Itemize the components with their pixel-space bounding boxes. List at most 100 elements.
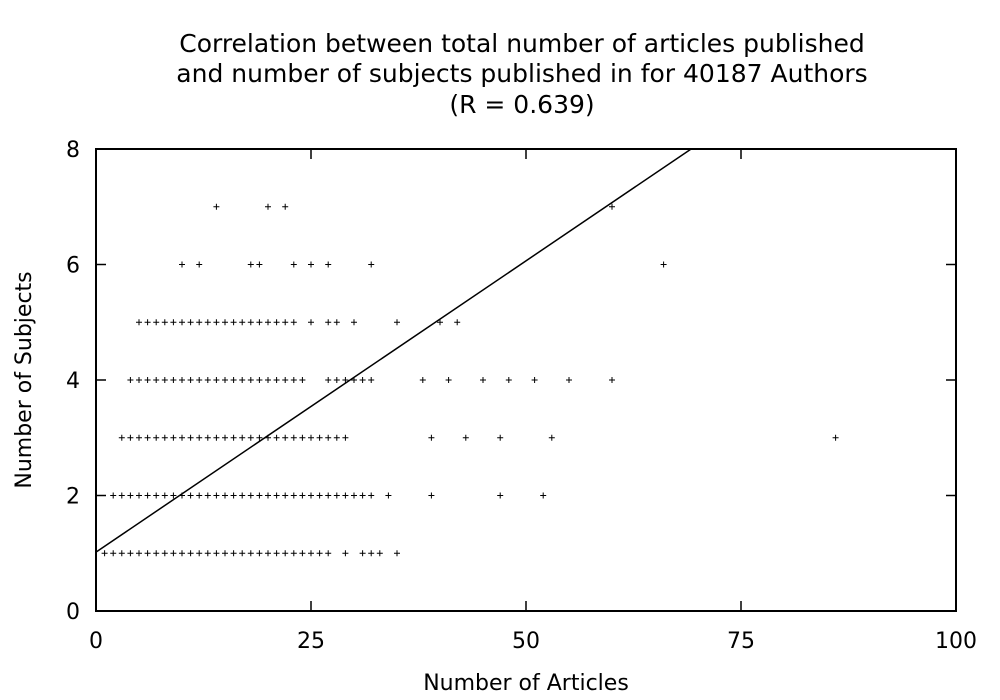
data-point [609,377,615,383]
data-point [308,434,314,441]
data-point [325,261,332,268]
data-point [531,377,538,383]
data-point [428,434,435,441]
x-tick-label: 25 [297,629,325,654]
data-point [256,377,263,383]
data-point [290,319,297,326]
data-point [196,377,203,383]
data-point [368,550,375,557]
data-point [247,319,254,326]
data-point [213,550,220,557]
data-point [136,492,142,499]
data-point [136,319,142,326]
data-point [497,434,504,441]
data-point [273,319,280,326]
data-point [247,434,254,441]
data-point [179,261,185,268]
x-tick-label: 50 [512,629,540,654]
data-point [136,550,142,557]
data-point [161,550,168,557]
data-point [247,492,254,499]
data-point [127,550,134,557]
y-tick-label: 6 [66,254,80,279]
chart-title: Correlation between total number of arti… [176,29,867,119]
data-point [144,319,151,326]
data-point [230,434,237,441]
data-point [153,550,160,557]
data-point [230,492,237,499]
data-point [480,377,486,383]
x-tick-label: 100 [935,629,977,654]
data-point [256,492,263,499]
y-tick-label: 2 [66,485,80,510]
data-point [299,492,306,499]
data-point [290,492,297,499]
data-point [308,319,314,326]
data-point [196,434,203,441]
data-point [325,550,332,557]
axis-ticks [95,148,957,612]
data-point [127,377,134,383]
data-point [316,550,323,557]
data-point [256,550,263,557]
y-tick-label: 0 [66,600,80,625]
data-point [239,492,246,499]
data-point [204,492,211,499]
data-point [161,492,168,499]
data-point [351,319,357,326]
data-point [118,434,125,441]
data-point [179,319,185,326]
fit-line-group [95,148,692,553]
data-point [239,550,246,557]
data-point [196,319,203,326]
data-point [290,550,297,557]
data-point [454,319,461,326]
data-point [256,261,263,268]
axis-tick-labels: 0 25 50 75 100 0 2 4 6 8 [66,138,977,654]
data-point [230,377,237,383]
data-point [540,492,547,499]
data-point [333,434,340,441]
data-point [179,377,185,383]
data-point [325,434,332,441]
data-point [497,492,504,499]
data-point [282,492,289,499]
y-axis-label: Number of Subjects [12,271,37,488]
data-point [127,492,134,499]
data-point [325,319,332,326]
data-points [101,203,839,557]
data-point [222,492,228,499]
data-point [213,319,220,326]
data-point [660,261,667,268]
data-point [161,377,168,383]
data-point [110,492,117,499]
data-point [273,434,280,441]
data-point [213,203,220,210]
title-line-3: (R = 0.639) [449,90,594,119]
data-point [325,492,332,499]
data-point [187,550,194,557]
data-point [273,377,280,383]
data-point [282,377,289,383]
data-point [548,434,555,441]
data-point [161,434,168,441]
data-point [247,377,254,383]
data-point [385,492,392,499]
data-point [342,434,349,441]
data-point [359,377,366,383]
data-point [170,377,177,383]
data-point [256,319,263,326]
data-point [609,203,615,210]
data-point [204,319,211,326]
data-point [144,434,151,441]
data-point [144,550,151,557]
data-point [368,492,375,499]
data-point [437,319,443,326]
data-point [170,550,177,557]
data-point [230,550,237,557]
data-point [222,319,228,326]
x-axis-label: Number of Articles [423,671,629,696]
data-point [136,377,142,383]
data-point [144,377,151,383]
